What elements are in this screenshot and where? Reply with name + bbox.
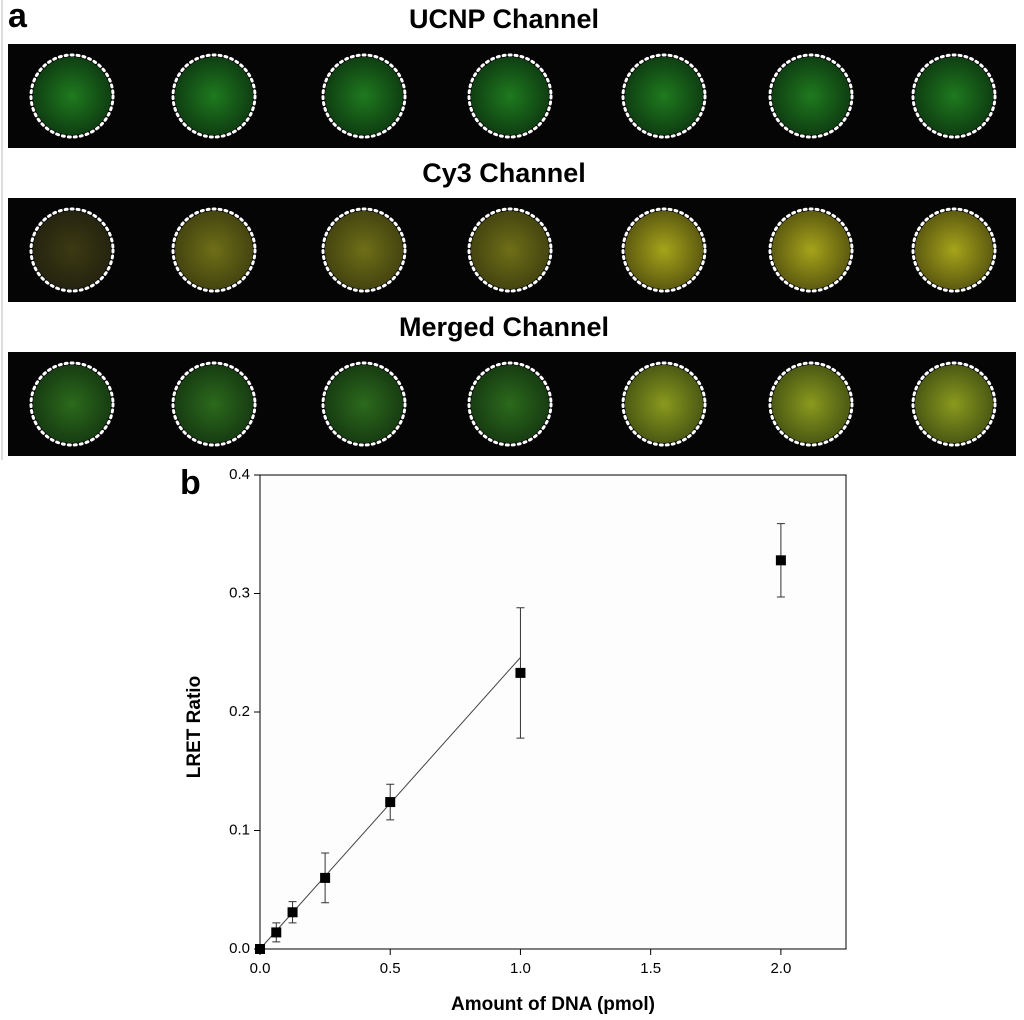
spot	[471, 365, 549, 443]
panel-label: b	[180, 464, 201, 502]
spot-outline	[621, 361, 707, 447]
spot	[625, 57, 703, 135]
y-tick-label: 0.1	[229, 821, 250, 838]
spot-outline	[171, 207, 257, 293]
spot-outline	[171, 361, 257, 447]
spot	[325, 57, 403, 135]
x-tick-label: 1.0	[510, 960, 531, 977]
spot-outline	[911, 53, 997, 139]
spot-outline	[621, 53, 707, 139]
spot-outline	[171, 53, 257, 139]
spot-outline	[467, 207, 553, 293]
spot-outline	[911, 207, 997, 293]
strip-title: UCNP Channel	[409, 4, 599, 34]
spot	[175, 211, 253, 289]
y-tick-label: 0.2	[229, 703, 250, 720]
point	[775, 555, 786, 566]
spot-outline	[768, 361, 854, 447]
point	[320, 872, 331, 883]
x-tick-label: 0.5	[380, 960, 401, 977]
point	[255, 944, 265, 954]
point	[271, 927, 282, 938]
spot-outline	[321, 361, 407, 447]
spot	[471, 211, 549, 289]
y-tick-label: 0.3	[229, 584, 250, 601]
point	[385, 797, 396, 808]
spot-outline	[29, 53, 115, 139]
spot	[175, 57, 253, 135]
spot-outline	[467, 53, 553, 139]
x-axis-label: Amount of DNA (pmol)	[451, 994, 655, 1015]
plot-frame	[259, 474, 847, 950]
spot	[175, 365, 253, 443]
spot-outline	[321, 207, 407, 293]
x-tick-label: 0.0	[250, 960, 271, 977]
y-tick-label: 0.0	[229, 940, 250, 957]
x-tick-label: 1.5	[640, 960, 661, 977]
spot-outline	[768, 207, 854, 293]
spot	[772, 211, 850, 289]
spot	[33, 57, 111, 135]
spot-outline	[768, 53, 854, 139]
strip-title: Cy3 Channel	[422, 158, 586, 188]
y-axis-label: LRET Ratio	[184, 676, 205, 778]
point	[515, 667, 526, 678]
spot	[471, 57, 549, 135]
spot-outline	[911, 361, 997, 447]
spot	[915, 57, 993, 135]
spot	[772, 365, 850, 443]
spot-outline	[29, 361, 115, 447]
image-strips	[8, 44, 1016, 456]
strip-title: Merged Channel	[399, 312, 609, 342]
spot	[625, 365, 703, 443]
spot-outline	[321, 53, 407, 139]
point	[287, 907, 298, 918]
spot	[915, 365, 993, 443]
spot	[915, 211, 993, 289]
panel-label: a	[8, 0, 28, 35]
spot-outline	[467, 361, 553, 447]
spot	[625, 211, 703, 289]
spot-outline	[621, 207, 707, 293]
spot	[325, 211, 403, 289]
spot	[33, 365, 111, 443]
spot	[325, 365, 403, 443]
spot-outline	[29, 207, 115, 293]
x-tick-label: 2.0	[770, 960, 791, 977]
y-tick-label: 0.4	[229, 466, 250, 483]
spot	[772, 57, 850, 135]
spot	[33, 211, 111, 289]
plot: 0.0 0.5 1.0 1.5 2.0 0.0 0.1 0.2 0.3 0.4	[229, 466, 791, 977]
